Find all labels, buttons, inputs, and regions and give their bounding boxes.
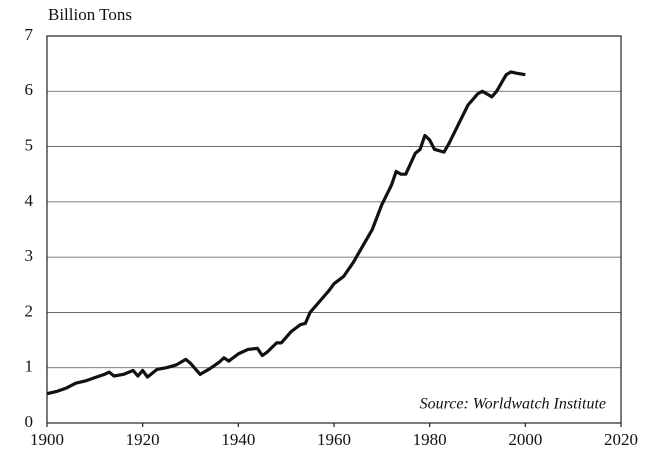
plot-frame [46, 35, 622, 424]
y-tick-label: 7 [25, 25, 34, 44]
y-tick-label: 3 [25, 246, 34, 265]
y-tick-label: 2 [25, 301, 34, 320]
data-line [46, 70, 526, 396]
y-tick-label: 0 [25, 412, 34, 431]
annotation: Source: Worldwatch Institute [420, 396, 606, 413]
x-tick-label: 2000 [508, 430, 542, 449]
y-tick-label: 1 [25, 357, 34, 376]
x-tick-label: 2020 [604, 430, 638, 449]
y-tick-label: 5 [25, 135, 34, 154]
x-tick-label: 1960 [317, 430, 351, 449]
y-tick-label: 4 [25, 191, 34, 210]
x-tick-label: 1920 [126, 430, 160, 449]
x-tick-label: 1900 [30, 430, 64, 449]
y-axis-label: Billion Tons [48, 5, 132, 24]
x-tick-label: 1940 [221, 430, 255, 449]
y-tick-label: 6 [25, 80, 34, 99]
x-tick-label: 1980 [413, 430, 447, 449]
